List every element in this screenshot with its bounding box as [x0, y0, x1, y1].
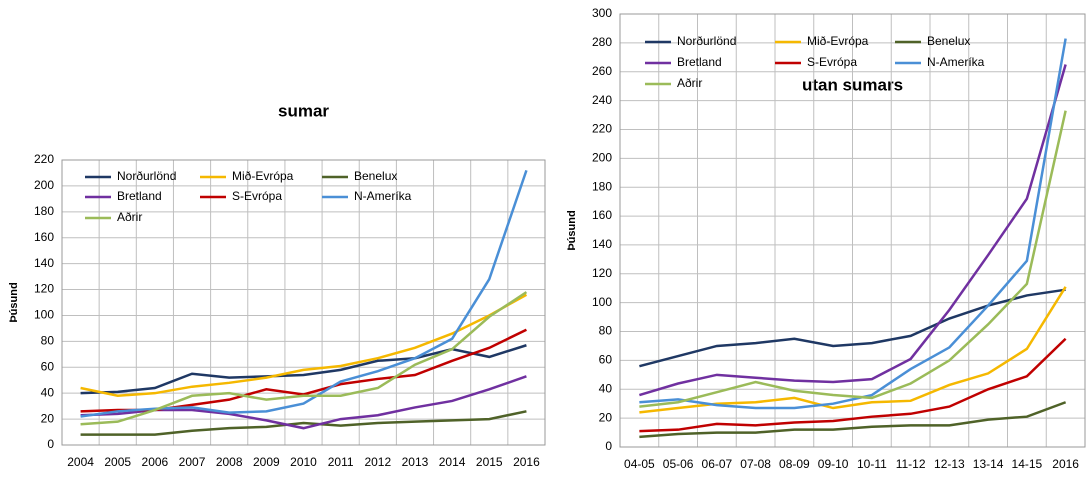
legend-label: Aðrir — [117, 210, 142, 224]
y-tick-label: 200 — [592, 151, 612, 165]
y-tick-label: 60 — [599, 353, 613, 367]
legend-label: N-Ameríka — [354, 189, 412, 203]
legend-label: Mið-Evrópa — [807, 34, 869, 48]
y-tick-label: 80 — [41, 334, 55, 348]
series-line — [639, 401, 1067, 439]
x-tick-label: 2009 — [253, 455, 280, 469]
legend-label: Benelux — [354, 169, 397, 183]
legend-label: Benelux — [927, 34, 970, 48]
y-axis-label: Þúsund — [566, 210, 578, 250]
legend-label: Aðrir — [677, 76, 702, 90]
y-tick-label: 220 — [592, 122, 612, 136]
legend-label: Mið-Evrópa — [232, 169, 294, 183]
x-tick-label: 2014 — [439, 455, 466, 469]
y-tick-label: 40 — [599, 381, 613, 395]
x-tick-label: 2016 — [513, 455, 540, 469]
y-tick-label: 160 — [592, 208, 612, 222]
y-tick-label: 240 — [592, 93, 612, 107]
x-tick-label: 2012 — [364, 455, 391, 469]
series-line — [80, 293, 528, 398]
x-tick-label: 05-06 — [663, 457, 694, 471]
y-tick-label: 120 — [592, 266, 612, 280]
x-tick-label: 2007 — [179, 455, 206, 469]
y-tick-label: 0 — [605, 439, 612, 453]
y-tick-label: 60 — [41, 359, 55, 373]
plot-border — [619, 13, 1086, 448]
x-tick-label: 11-12 — [896, 457, 926, 471]
series-line — [639, 110, 1067, 408]
legend-label: Norðurlönd — [677, 34, 736, 48]
series-line — [80, 410, 527, 436]
x-tick-label: 08-09 — [779, 457, 810, 471]
series-line — [639, 337, 1067, 433]
x-tick-label: 10-11 — [857, 457, 887, 471]
legend-label: S-Evrópa — [232, 189, 282, 203]
x-tick-label: 2008 — [216, 455, 243, 469]
x-tick-label: 04-05 — [624, 457, 655, 471]
y-tick-label: 300 — [592, 6, 612, 20]
x-tick-label: 12-13 — [934, 457, 965, 471]
y-tick-label: 280 — [592, 35, 612, 49]
legend-label: N-Ameríka — [927, 55, 985, 69]
y-tick-label: 220 — [34, 152, 54, 166]
y-tick-label: 120 — [34, 282, 54, 296]
y-tick-label: 260 — [592, 64, 612, 78]
series-line — [639, 288, 1066, 368]
y-tick-label: 0 — [47, 437, 54, 451]
x-tick-label: 14-15 — [1012, 457, 1043, 471]
y-tick-label: 20 — [41, 411, 55, 425]
y-tick-label: 200 — [34, 178, 54, 192]
y-tick-label: 100 — [34, 308, 54, 322]
y-tick-label: 180 — [592, 179, 612, 193]
x-tick-label: 2005 — [104, 455, 131, 469]
x-tick-label: 2010 — [290, 455, 317, 469]
x-tick-label: 13-14 — [973, 457, 1004, 471]
series-line — [639, 38, 1067, 410]
series-line — [639, 64, 1067, 397]
chart-title: sumar — [278, 101, 329, 120]
y-tick-label: 20 — [599, 410, 613, 424]
x-tick-label: 06-07 — [702, 457, 733, 471]
legend-label: S-Evrópa — [807, 55, 857, 69]
series-line — [80, 169, 528, 418]
y-tick-label: 160 — [34, 230, 54, 244]
y-tick-label: 140 — [34, 256, 54, 270]
x-tick-label: 2011 — [328, 455, 354, 469]
legend-label: Norðurlönd — [117, 169, 176, 183]
x-tick-label: 2004 — [67, 455, 94, 469]
x-tick-label: 07-08 — [740, 457, 771, 471]
y-tick-label: 180 — [34, 204, 54, 218]
x-tick-label: 2006 — [142, 455, 169, 469]
y-tick-label: 40 — [41, 385, 55, 399]
series-line — [80, 291, 528, 426]
y-tick-label: 100 — [592, 295, 612, 309]
plot-border — [61, 159, 546, 446]
x-tick-label: 09-10 — [818, 457, 849, 471]
x-tick-label: 2015 — [476, 455, 503, 469]
x-tick-label: 2016 — [1052, 457, 1079, 471]
y-tick-label: 140 — [592, 237, 612, 251]
legend-label: Bretland — [677, 55, 722, 69]
x-tick-label: 2013 — [402, 455, 429, 469]
y-axis-label: Þúsund — [8, 282, 20, 322]
y-tick-label: 80 — [599, 324, 613, 338]
legend-label: Bretland — [117, 189, 162, 203]
